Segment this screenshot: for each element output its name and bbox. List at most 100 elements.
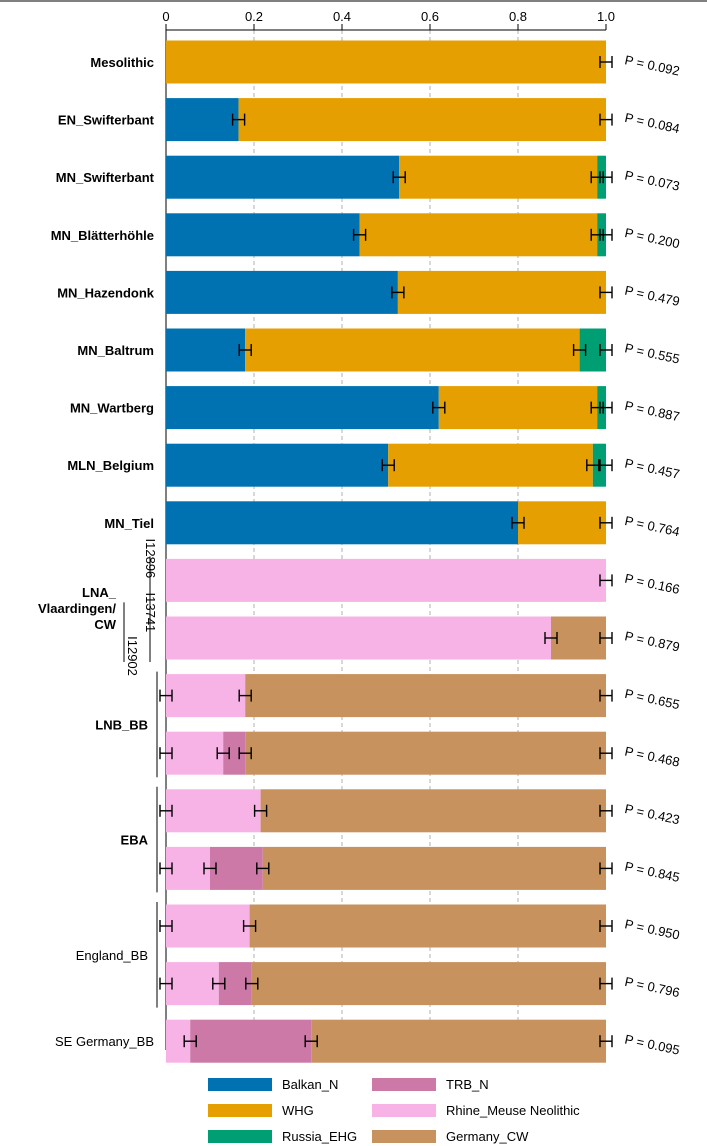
bar-segment-rhine-meuse-neolithic (166, 904, 250, 948)
bar-segment-whg (399, 155, 598, 199)
error-bar (599, 804, 613, 817)
group-label: Mesolithic (90, 55, 154, 70)
p-value-label: P = 0.092 (623, 52, 681, 78)
error-bars-layer (159, 56, 613, 1048)
bar-segment-germany-cw (245, 674, 606, 718)
group-label: MN_Wartberg (70, 401, 154, 416)
p-values-layer: P = 0.092 P = 0.084 P = 0.073 P = 0.200 P = … (623, 52, 681, 1057)
p-value-label: P = 0.095 (623, 1031, 681, 1057)
error-bar (159, 747, 173, 760)
bar-segment-whg (518, 501, 606, 545)
bar-segment-balkan-n (166, 98, 239, 142)
error-bar (159, 977, 173, 990)
bar-segment-trb-n (223, 731, 246, 775)
bar-segment-balkan-n (166, 155, 400, 199)
error-bar (599, 1035, 613, 1048)
bar-segment-whg (388, 443, 593, 487)
group-label: SE Germany_BB (55, 1034, 154, 1049)
group-label: MN_Swifterbant (56, 170, 155, 185)
error-bar (599, 689, 613, 702)
p-value-label: P = 0.887 (623, 398, 681, 424)
x-tick-label: 0.6 (421, 9, 439, 24)
p-value-label: P = 0.423 (623, 801, 681, 827)
group-label-line: CW (94, 617, 116, 632)
x-tick-label: 1.0 (597, 9, 615, 24)
error-bar (599, 113, 613, 126)
p-value-label: P = 0.073 (623, 167, 681, 193)
legend-swatch (372, 1077, 436, 1091)
error-bar (238, 747, 252, 760)
bar-segment-balkan-n (166, 213, 360, 257)
error-bar (381, 459, 395, 472)
p-value-label: P = 0.764 (623, 513, 681, 539)
legend-label: Russia_EHG (282, 1128, 358, 1144)
error-bar (242, 920, 257, 932)
bar-segment-whg (238, 98, 606, 142)
legend-item: Russia_EHG (208, 1126, 357, 1146)
legend-label: WHG (282, 1102, 314, 1118)
bar-segment-balkan-n (166, 270, 398, 314)
bar-segment-germany-cw (245, 731, 606, 775)
error-bar (599, 401, 613, 414)
sample-id-label: I12902 (125, 636, 140, 676)
legend-swatch (208, 1129, 272, 1143)
error-bar (392, 171, 406, 184)
bar-segment-balkan-n (166, 328, 246, 372)
error-bar (599, 344, 613, 356)
bar-segment-germany-cw (551, 616, 606, 660)
group-label: EBA (121, 833, 149, 848)
bar-segment-whg (166, 40, 606, 84)
group-label: MN_Baltrum (77, 343, 154, 358)
group-label: LNB_BB (95, 717, 148, 732)
bar-segment-rhine-meuse-neolithic (166, 616, 551, 660)
group-label: England_BB (76, 948, 148, 963)
error-bar (511, 516, 525, 529)
bar-segment-rhine-meuse-neolithic (166, 674, 246, 718)
legend-item: WHG (208, 1100, 314, 1120)
error-bar (304, 1035, 318, 1048)
error-bar (599, 459, 613, 472)
p-value-label: P = 0.084 (623, 110, 681, 136)
bar-segment-rhine-meuse-neolithic (166, 731, 224, 775)
error-bar (599, 977, 613, 990)
group-label: MN_Hazendonk (57, 285, 155, 300)
bar-segment-rhine-meuse-neolithic (166, 789, 261, 833)
p-value-label: P = 0.555 (623, 340, 681, 366)
bar-segment-trb-n (210, 846, 263, 890)
bar-segment-germany-cw (260, 789, 606, 833)
legend-item: Balkan_N (208, 1074, 338, 1094)
x-tick-label: 0.4 (333, 9, 351, 24)
error-bar (599, 632, 613, 644)
error-bar (216, 747, 230, 760)
bar-segment-whg (438, 386, 598, 430)
bar-segment-whg (359, 213, 598, 257)
error-bar (599, 516, 613, 529)
group-label-line: Vlaardingen/ (38, 601, 116, 616)
legend-swatch (372, 1129, 436, 1143)
bar-segment-trb-n (190, 1019, 312, 1063)
error-bar (238, 689, 252, 702)
error-bar (159, 689, 173, 702)
bar-segment-whg (245, 328, 580, 372)
bar-segment-balkan-n (166, 501, 518, 545)
error-bar (159, 804, 173, 817)
p-value-label: P = 0.879 (623, 628, 681, 654)
p-value-label: P = 0.200 (623, 225, 681, 251)
error-bar (183, 1035, 197, 1048)
bar-segment-germany-cw (262, 846, 606, 890)
group-label: MLN_Belgium (67, 458, 154, 473)
bars-layer (166, 40, 607, 1063)
error-bar (432, 401, 446, 414)
legend-item: TRB_N (372, 1074, 489, 1094)
bar-segment-rhine-meuse-neolithic (166, 962, 219, 1006)
error-bar (352, 228, 367, 241)
bar-segment-germany-cw (311, 1019, 606, 1063)
bar-segment-rhine-meuse-neolithic (166, 558, 606, 602)
error-bar (231, 113, 246, 126)
bar-segment-balkan-n (166, 443, 389, 487)
p-value-label: P = 0.655 (623, 686, 681, 712)
group-label-line: LNA_ (82, 585, 117, 600)
error-bar (391, 286, 405, 299)
error-bar (599, 56, 613, 68)
legend-swatch (372, 1103, 436, 1117)
